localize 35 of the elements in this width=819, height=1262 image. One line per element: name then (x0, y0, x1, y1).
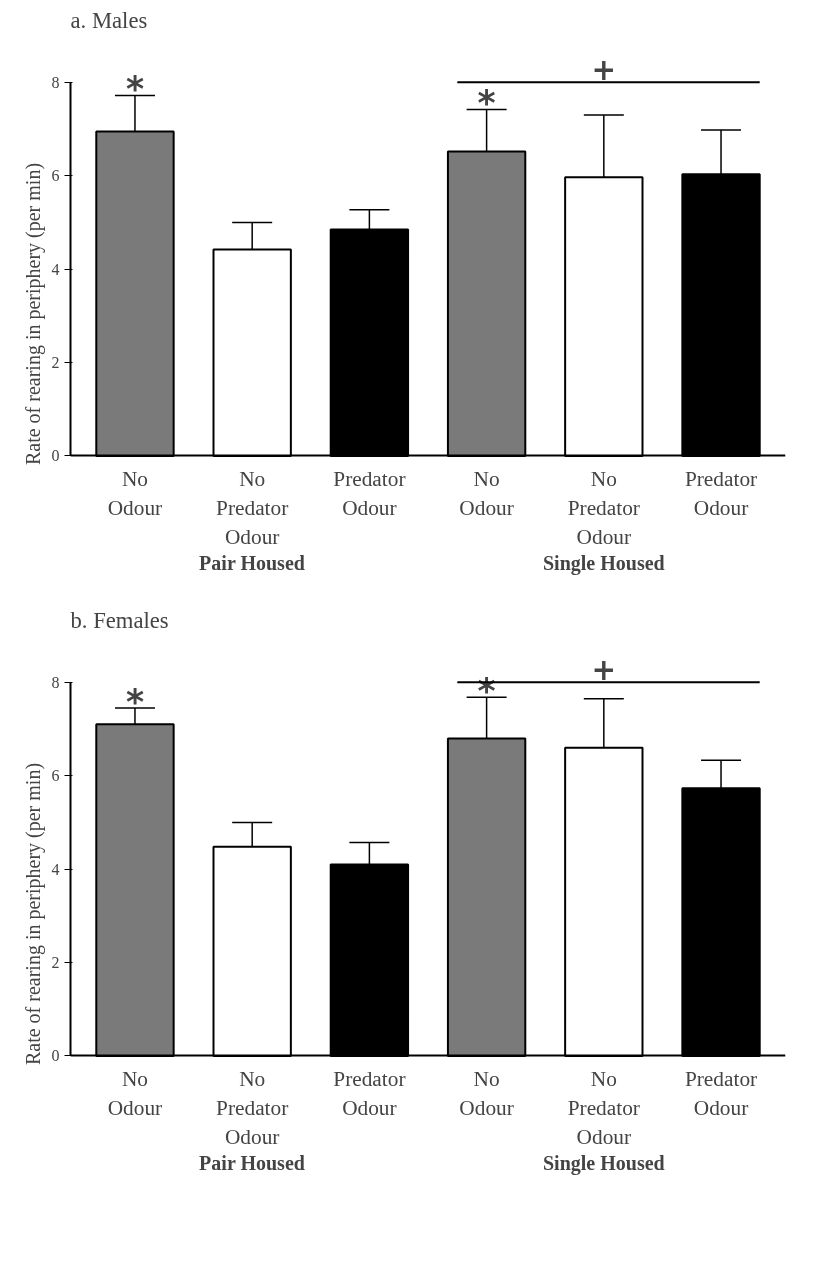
y-tick-label: 4 (51, 860, 60, 878)
text: Single Housed (542, 551, 665, 575)
annotation: * (125, 682, 145, 723)
annotation: + (591, 653, 617, 688)
x-tick-label: Predator Odour (333, 1066, 406, 1120)
x-tick-label: No Odour (107, 1066, 163, 1120)
text: Single Housed (542, 1151, 665, 1175)
x-tick-label: No Odour (459, 1066, 514, 1120)
y-axis-title: Rate of rearing in periphery (per min) (21, 762, 45, 1066)
x-tick-label: No Odour (107, 466, 163, 520)
y-tick-label: 8 (51, 673, 60, 691)
x-tick-label: Predator Odour (333, 466, 406, 520)
x-tick-label: Predator Odour (684, 466, 758, 520)
text: Pair Housed (199, 551, 305, 574)
x-tick-label: No Predator Odour (567, 1066, 640, 1149)
y-tick-label: 6 (51, 167, 60, 185)
annotation: + (591, 53, 617, 88)
y-tick-label: 8 (51, 73, 60, 91)
y-tick-label: 2 (51, 954, 60, 972)
x-tick-label: No Odour (459, 466, 514, 520)
y-tick-label: 6 (51, 767, 60, 785)
text: Pair Housed (199, 1151, 305, 1174)
y-tick-label: 0 (51, 447, 60, 465)
x-tick-label: No Predator Odour (216, 466, 289, 549)
annotation: * (477, 83, 496, 124)
y-tick-label: 2 (51, 354, 60, 372)
x-tick-label: No Predator Odour (567, 466, 640, 549)
chart-title: a. Males (70, 7, 148, 33)
x-tick-label: No Predator Odour (216, 1066, 289, 1149)
y-axis-title: Rate of rearing in periphery (per min) (21, 162, 45, 466)
chart-title: b. Females (70, 607, 169, 633)
annotation: * (125, 69, 145, 110)
y-tick-label: 4 (51, 260, 60, 278)
y-tick-label: 0 (51, 1047, 60, 1065)
x-tick-label: Predator Odour (684, 1066, 758, 1120)
